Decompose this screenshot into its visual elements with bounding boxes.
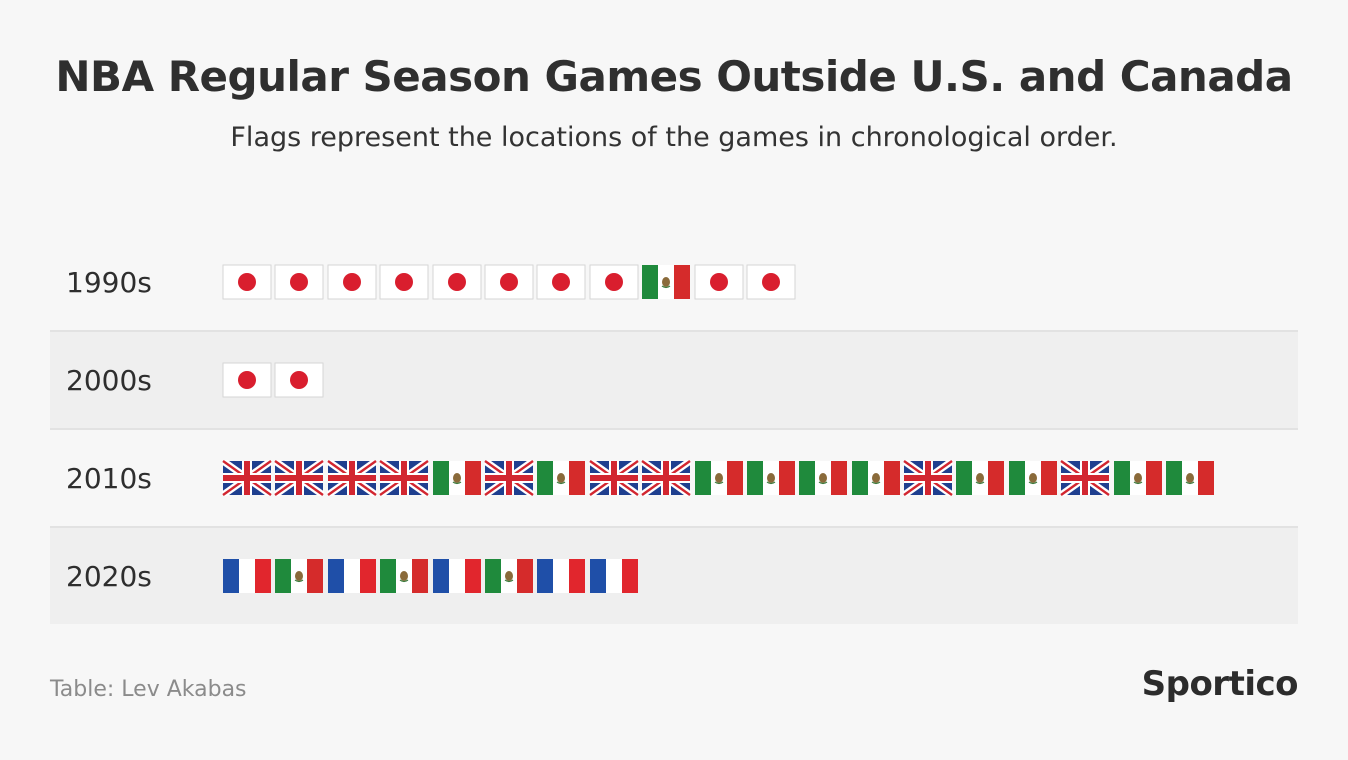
table-row: 2000s <box>50 332 1298 430</box>
france-flag-icon <box>589 559 638 593</box>
japan-flag-icon <box>222 264 272 300</box>
mexico-flag-icon <box>537 461 586 495</box>
uk-flag-icon <box>222 460 272 496</box>
japan-flag-icon <box>327 264 377 300</box>
mexico-flag-icon <box>1113 461 1162 495</box>
japan-flag-icon <box>589 264 639 300</box>
uk-flag-icon <box>326 460 377 496</box>
table-row: 2010s <box>50 430 1298 528</box>
mexico-flag-icon <box>956 461 1005 495</box>
mexico-flag-icon <box>851 461 900 495</box>
flag-table: 1990s 2000s 2010s 2020s <box>50 234 1298 624</box>
france-flag-icon <box>223 559 271 593</box>
mexico-flag-icon <box>799 461 848 495</box>
japan-flag-icon <box>432 264 482 300</box>
uk-flag-icon <box>588 460 639 496</box>
japan-flag-icon <box>694 264 744 300</box>
uk-flag-icon <box>274 460 325 496</box>
mexico-flag-icon <box>1166 461 1215 495</box>
uk-flag-icon <box>379 460 430 496</box>
japan-flag-icon <box>379 264 429 300</box>
sportico-logo: Sportico <box>1141 664 1299 704</box>
japan-flag-icon <box>536 264 586 300</box>
japan-flag-icon <box>274 264 324 300</box>
uk-flag-icon <box>483 460 534 496</box>
decade-label: 2000s <box>66 363 152 397</box>
chart-title: NBA Regular Season Games Outside U.S. an… <box>55 52 1293 101</box>
japan-flag-icon <box>274 362 324 398</box>
france-flag-icon <box>432 559 481 593</box>
mexico-flag-icon <box>432 461 481 495</box>
decade-label: 2010s <box>66 461 152 495</box>
mexico-flag-icon <box>275 559 324 593</box>
france-flag-icon <box>537 559 586 593</box>
mexico-flag-icon <box>746 461 795 495</box>
flag-list <box>222 558 641 594</box>
mexico-flag-icon <box>484 559 533 593</box>
flag-list <box>222 264 798 300</box>
mexico-flag-icon <box>642 265 691 299</box>
mexico-flag-icon <box>380 559 429 593</box>
uk-flag-icon <box>641 460 692 496</box>
mexico-flag-icon <box>694 461 743 495</box>
decade-label: 1990s <box>66 265 152 299</box>
chart-subtitle: Flags represent the locations of the gam… <box>230 122 1118 153</box>
flag-list <box>222 362 327 398</box>
france-flag-icon <box>327 559 376 593</box>
uk-flag-icon <box>903 460 954 496</box>
decade-label: 2020s <box>66 559 152 593</box>
flag-list <box>222 460 1217 496</box>
source-credit: Table: Lev Akabas <box>50 677 247 702</box>
japan-flag-icon <box>484 264 534 300</box>
uk-flag-icon <box>1060 460 1111 496</box>
japan-flag-icon <box>222 362 272 398</box>
mexico-flag-icon <box>1008 461 1057 495</box>
table-row: 1990s <box>50 234 1298 332</box>
japan-flag-icon <box>746 264 796 300</box>
table-row: 2020s <box>50 528 1298 624</box>
